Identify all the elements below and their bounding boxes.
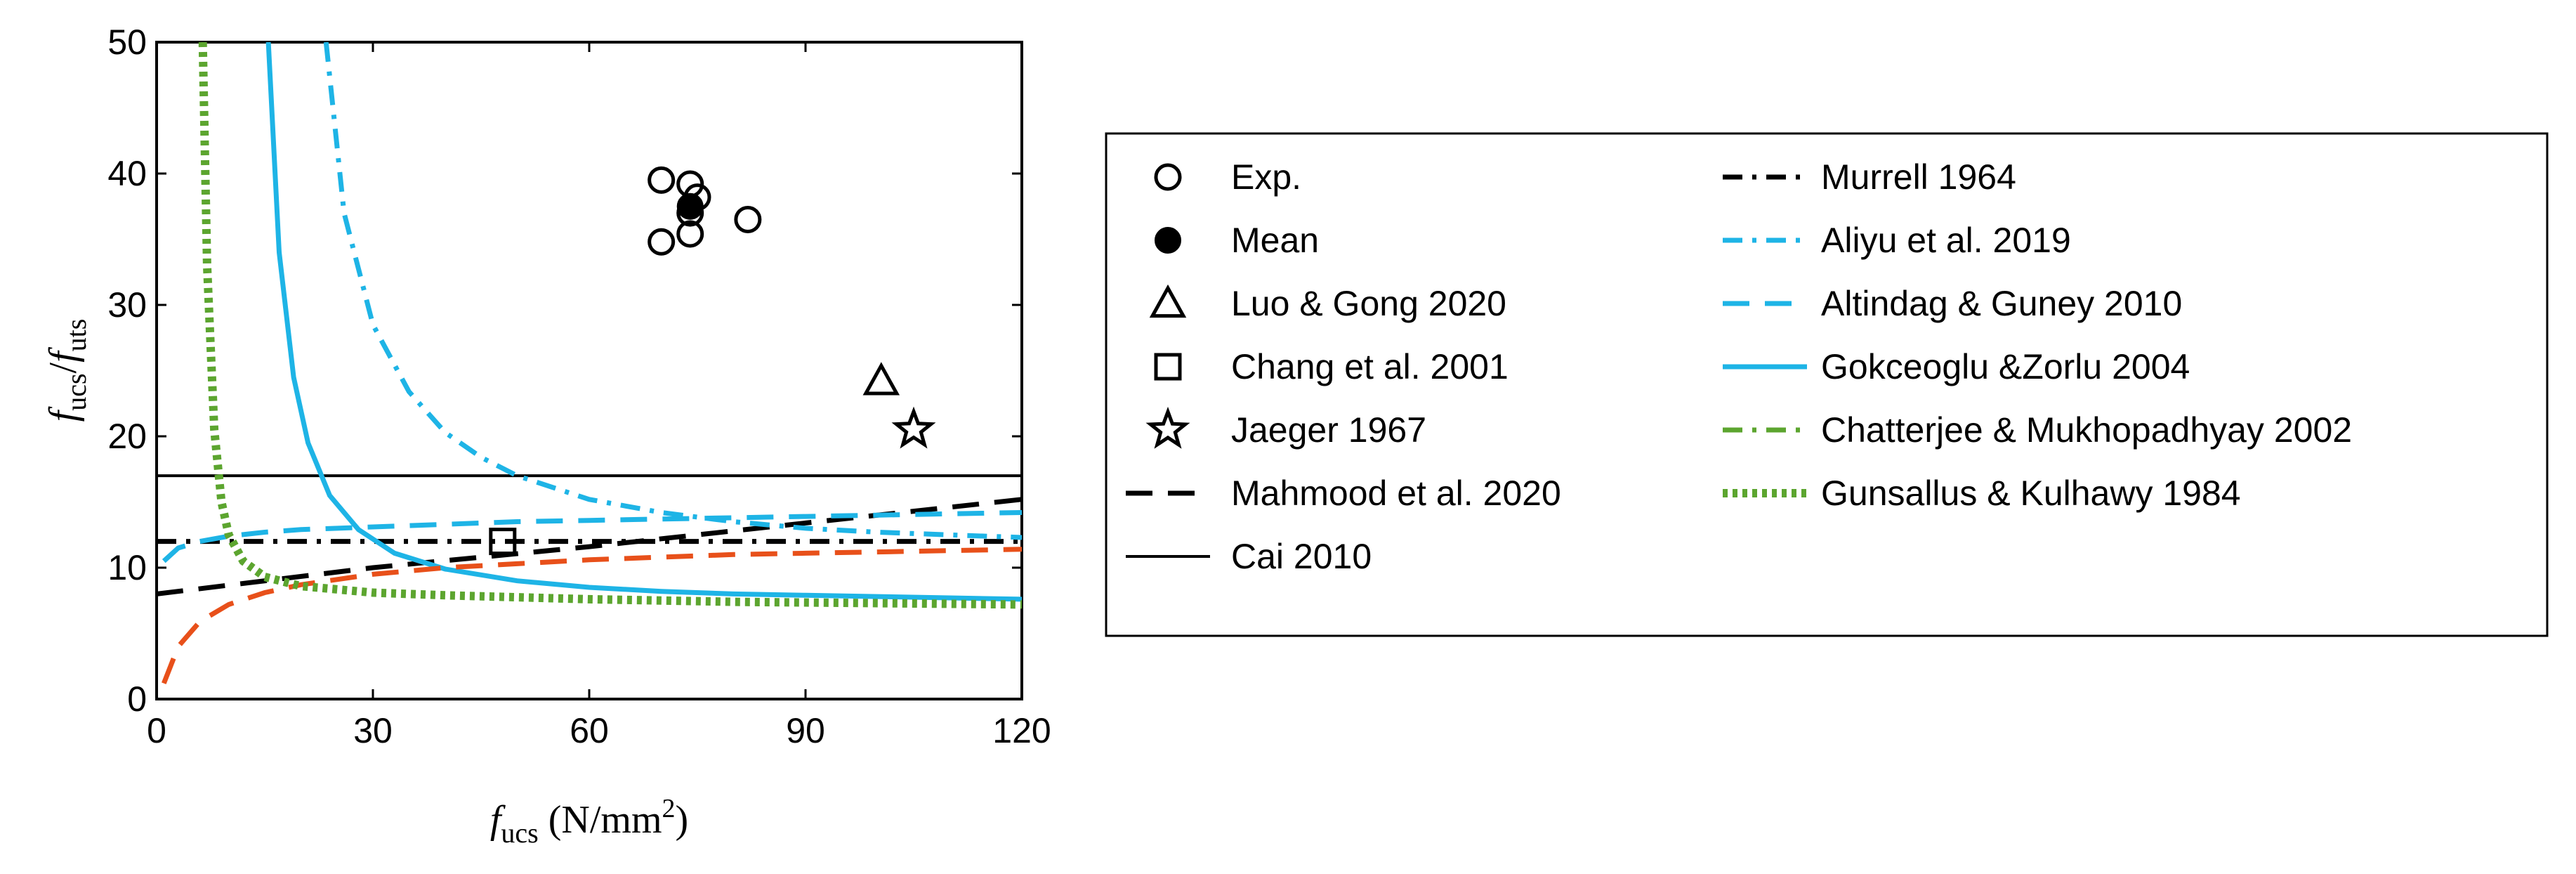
legend-item-luo-gong-2020: Luo & Gong 2020 <box>1149 284 1506 323</box>
legend-item-aliyu-et-al-2019: Aliyu et al. 2019 <box>1723 221 2071 260</box>
y-tick-label: 0 <box>127 679 147 719</box>
legend: Exp. Mean Luo & Gong 2020 Chang et al. 2001… <box>1105 132 2549 637</box>
series-chatterjee-mukhopadhyay-2002 <box>162 547 1022 684</box>
point-jaeger-1967 <box>891 406 936 449</box>
y-tick-label: 10 <box>107 548 147 587</box>
point-luo-gong-2020 <box>862 362 900 396</box>
legend-label: Aliyu et al. 2019 <box>1821 221 2071 260</box>
legend-item-altindag-guney-2010: Altindag & Guney 2010 <box>1723 284 2182 323</box>
y-axis-label: fucs/futs <box>41 319 92 422</box>
x-axis-label: fucs (N/mm2) <box>490 794 688 849</box>
legend-label: Gunsallus & Kulhawy 1984 <box>1821 474 2241 513</box>
x-tick-label: 120 <box>992 711 1051 750</box>
series-layer <box>157 42 1022 684</box>
legend-item-exp: Exp. <box>1154 157 1301 197</box>
legend-item-mean: Mean <box>1155 221 1319 260</box>
x-tick-label: 0 <box>147 711 166 750</box>
point-mean <box>676 193 704 220</box>
legend-item-chang-et-al-2001: Chang et al. 2001 <box>1154 347 1509 386</box>
series-aliyu-et-al-2019 <box>323 42 1022 540</box>
legend-item-gunsallus-kulhawy-1984: Gunsallus & Kulhawy 1984 <box>1723 474 2241 513</box>
point-exp <box>676 220 704 248</box>
legend-marker <box>1154 353 1182 381</box>
legend-item-jaeger-1967: Jaeger 1967 <box>1145 406 1426 450</box>
legend-label: Exp. <box>1231 157 1301 197</box>
ticks-layer: 0 30 60 90 120 0 10 20 30 40 50 <box>107 22 1051 750</box>
legend-item-gokceoglu-zorlu-2004: Gokceoglu &Zorlu 2004 <box>1723 347 2190 386</box>
y-tick-label: 50 <box>107 22 147 62</box>
series-gunsallus-kulhawy-1984 <box>198 42 1022 609</box>
point-exp <box>648 166 676 194</box>
legend-box <box>1105 132 2549 637</box>
points-layer <box>489 166 936 556</box>
legend-item-mahmood-et-al-2020: Mahmood et al. 2020 <box>1126 474 1561 513</box>
legend-item-murrell-1964: Murrell 1964 <box>1723 157 2016 197</box>
series-gokceoglu-zorlu-2004 <box>265 42 1022 602</box>
legend-marker <box>1155 227 1181 254</box>
legend-marker <box>1145 406 1190 449</box>
x-tick-label: 30 <box>353 711 393 750</box>
legend-label: Cai 2010 <box>1231 537 1372 576</box>
series-altindag-guney-2010 <box>162 510 1022 563</box>
y-tick-label: 30 <box>107 285 147 325</box>
legend-label: Jaeger 1967 <box>1231 410 1426 450</box>
legend-label: Luo & Gong 2020 <box>1231 284 1506 323</box>
legend-label: Mahmood et al. 2020 <box>1231 474 1561 513</box>
y-tick-label: 20 <box>107 417 147 456</box>
legend-label: Gokceoglu &Zorlu 2004 <box>1821 347 2190 386</box>
legend-item-chatterjee-mukhopadhyay-2002: Chatterjee & Mukhopadhyay 2002 <box>1723 410 2352 450</box>
point-exp <box>734 205 762 233</box>
legend-label: Mean <box>1231 221 1319 260</box>
legend-label: Chang et al. 2001 <box>1231 347 1509 386</box>
legend-marker <box>1154 163 1182 191</box>
legend-marker <box>1149 284 1187 318</box>
legend-item-cai-2010: Cai 2010 <box>1126 537 1372 576</box>
legend-label: Murrell 1964 <box>1821 157 2016 197</box>
x-tick-label: 90 <box>786 711 825 750</box>
point-exp <box>648 228 676 256</box>
point-chang-et-al-2001 <box>489 528 517 556</box>
legend-label: Altindag & Guney 2010 <box>1821 284 2182 323</box>
y-tick-label: 40 <box>107 154 147 193</box>
legend-label: Chatterjee & Mukhopadhyay 2002 <box>1821 410 2352 450</box>
x-tick-label: 60 <box>570 711 609 750</box>
